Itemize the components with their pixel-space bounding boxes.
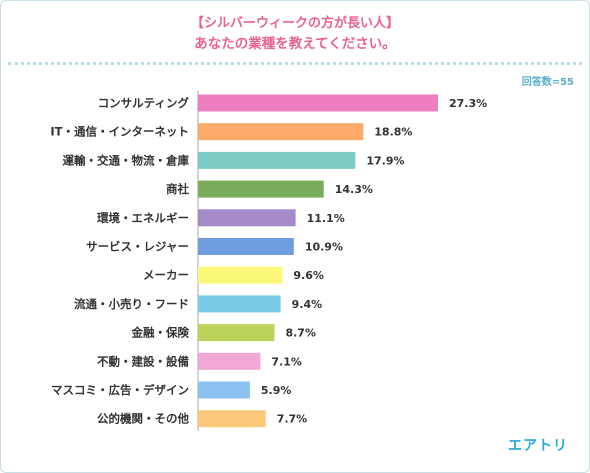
- value-label: 10.9%: [305, 241, 343, 254]
- category-label: サービス・レジャー: [86, 240, 189, 254]
- bar: [198, 410, 266, 428]
- value-label: 5.9%: [261, 384, 292, 397]
- bar: [198, 94, 438, 112]
- bar: [198, 324, 275, 342]
- dotted-divider: [8, 62, 582, 65]
- bar: [198, 209, 296, 227]
- category-label: IT・通信・インターネット: [50, 125, 189, 139]
- brand-logo: エアトリ: [508, 438, 568, 454]
- bar: [198, 180, 324, 198]
- category-label: 流通・小売り・フード: [74, 297, 189, 311]
- category-label: メーカー: [143, 268, 189, 282]
- bar: [198, 295, 281, 313]
- category-label: 金融・保険: [131, 326, 190, 340]
- value-label: 27.3%: [449, 97, 487, 110]
- bar: [198, 123, 364, 141]
- value-label: 18.8%: [374, 126, 412, 139]
- value-label: 7.1%: [271, 355, 302, 368]
- category-label: 運輸・交通・物流・倉庫: [63, 153, 190, 167]
- chart-title-line2: あなたの業種を教えてください。: [194, 36, 396, 52]
- value-label: 14.3%: [335, 183, 373, 196]
- value-label: 9.6%: [293, 269, 324, 282]
- category-label: 不動・建設・設備: [97, 354, 189, 368]
- bar: [198, 238, 294, 255]
- bar: [198, 381, 250, 399]
- category-label: 商社: [166, 182, 189, 196]
- chart-title-line1: 【シルバーウィークの方が長い人】: [190, 16, 399, 31]
- value-label: 8.7%: [285, 327, 316, 340]
- bar: [198, 352, 261, 370]
- value-label: 11.1%: [307, 212, 345, 225]
- value-label: 7.7%: [277, 413, 308, 426]
- category-label: 環境・エネルギー: [97, 211, 189, 225]
- bar: [198, 151, 356, 169]
- category-label: コンサルティング: [98, 96, 190, 110]
- respondent-count: 回答数=55: [521, 77, 574, 88]
- value-label: 9.4%: [292, 298, 323, 311]
- bar: [198, 266, 283, 284]
- category-label: マスコミ・広告・デザイン: [51, 383, 189, 397]
- value-label: 17.9%: [366, 154, 404, 167]
- category-label: 公的機関・その他: [97, 412, 189, 426]
